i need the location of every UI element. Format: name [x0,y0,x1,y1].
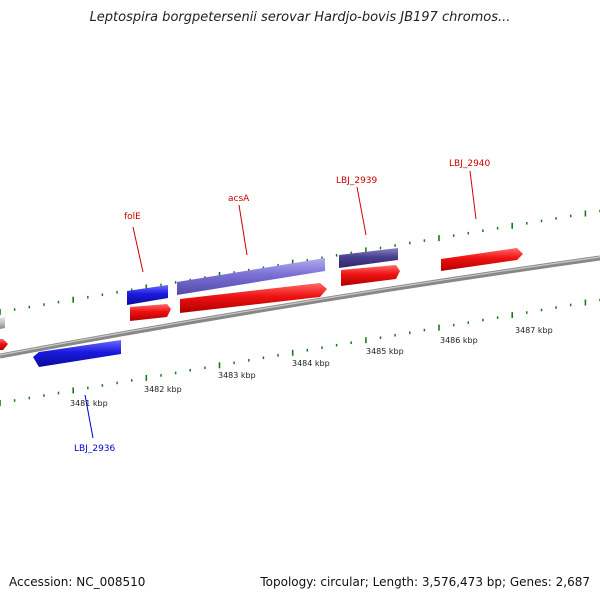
gene-feature-blue-small[interactable] [127,285,168,305]
callout-line-folE [132,226,144,273]
scale-label-3481: 3481 kbp [70,399,108,408]
gene-label-folE: folE [124,212,141,222]
map-title: Leptospira borgpetersenii serovar Hardjo… [89,10,511,25]
callout-line-acsA [238,204,248,256]
gene-label-acsA: acsA [228,194,250,204]
callout-line-lbj-2939 [356,186,367,236]
gene-label-lbj-2940: LBJ_2940 [449,159,491,169]
gene-feature-grey-partial[interactable] [0,317,5,329]
scale-label-3487: 3487 kbp [515,326,553,335]
gene-arrow-lbj-2936[interactable] [33,340,121,367]
gene-feature-acsA-region[interactable] [177,258,325,295]
gene-arrow-lbj-2939[interactable] [341,265,400,286]
gene-arrow-lbj-2940[interactable] [441,248,523,271]
gene-arrow-partial-left[interactable] [0,339,8,350]
callout-line-lbj-2936 [84,394,94,439]
scale-label-3486: 3486 kbp [440,336,478,345]
gene-arrow-folE[interactable] [130,304,171,321]
reverse-tick-row [0,298,600,406]
genome-backbone-highlight [0,256,600,356]
gene-arrow-acsA[interactable] [180,283,327,313]
gene-feature-lbj-2939-region[interactable] [339,248,398,268]
genome-backbone [0,255,600,359]
accession-text: Accession: NC_008510 [9,575,146,589]
gene-label-lbj-2939: LBJ_2939 [336,176,378,186]
scale-label-3484: 3484 kbp [292,359,330,368]
callout-line-lbj-2940 [469,170,477,220]
scale-label-3485: 3485 kbp [366,347,404,356]
scale-label-3482: 3482 kbp [144,385,182,394]
genome-summary-text: Topology: circular; Length: 3,576,473 bp… [260,575,590,589]
gene-label-lbj-2936: LBJ_2936 [74,444,116,454]
scale-label-3483: 3483 kbp [218,371,256,380]
